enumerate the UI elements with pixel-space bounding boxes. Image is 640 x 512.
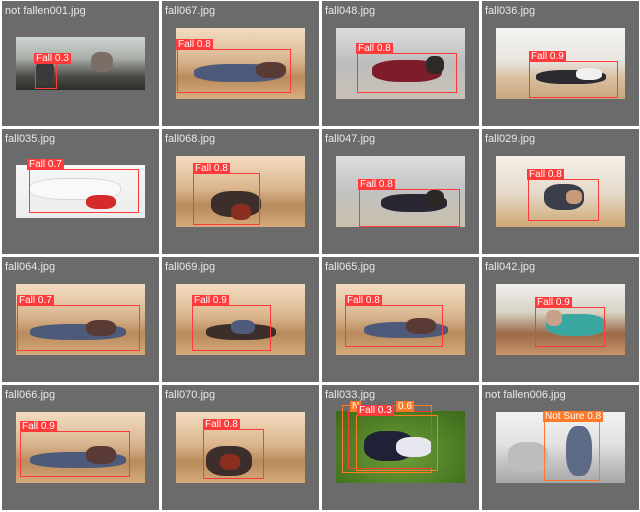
detection-label: 0.6 [396, 401, 414, 412]
detection-label: Fall 0.9 [20, 421, 57, 432]
detection-label: Fall 0.9 [192, 295, 229, 306]
detection-label: Fall 0.9 [529, 51, 566, 62]
file-name: fall065.jpg [325, 261, 376, 273]
image-tile[interactable]: fall048.jpg Fall 0.8 [322, 1, 479, 126]
detection-box [203, 429, 264, 479]
detection-box [529, 61, 618, 98]
file-name: fall064.jpg [5, 261, 56, 273]
detection-box [17, 305, 140, 351]
photo-thumbnail [496, 284, 625, 355]
detection-label: Fall 0.8 [193, 163, 230, 174]
image-tile[interactable]: not fallen001.jpg Fall 0.3 [2, 1, 159, 126]
detection-box [544, 421, 600, 481]
detection-box [535, 307, 605, 347]
file-name: fall042.jpg [485, 261, 536, 273]
photo-thumbnail [496, 156, 625, 227]
detection-box [359, 189, 460, 227]
detection-label: Fall 0.8 [176, 39, 213, 50]
file-name: fall066.jpg [5, 389, 56, 401]
file-name: fall029.jpg [485, 133, 536, 145]
detection-box [177, 49, 291, 93]
file-name: fall068.jpg [165, 133, 216, 145]
detection-label: Not Sure 0.8 [543, 411, 604, 422]
detection-label: Fall 0.9 [535, 297, 572, 308]
file-name: fall035.jpg [5, 133, 56, 145]
detection-label: Fall 0.7 [17, 295, 54, 306]
photo-thumbnail [176, 412, 305, 483]
image-tile[interactable]: fall067.jpg Fall 0.8 [162, 1, 319, 126]
file-name: not fallen006.jpg [485, 389, 566, 401]
image-tile[interactable]: fall068.jpg Fall 0.8 [162, 129, 319, 254]
detection-box [29, 169, 139, 213]
image-tile[interactable]: fall064.jpg Fall 0.7 [2, 257, 159, 382]
file-name: fall070.jpg [165, 389, 216, 401]
image-tile[interactable]: fall069.jpg Fall 0.9 [162, 257, 319, 382]
detection-label: Fall 0.8 [358, 179, 395, 190]
detection-box [345, 305, 443, 347]
detection-label: Fall 0.8 [527, 169, 564, 180]
file-name: fall069.jpg [165, 261, 216, 273]
detection-box [192, 305, 271, 351]
image-tile[interactable]: fall042.jpg Fall 0.9 [482, 257, 639, 382]
detection-box [528, 179, 599, 221]
detection-label: N [350, 401, 362, 412]
image-tile[interactable]: fall065.jpg Fall 0.8 [322, 257, 479, 382]
file-name: fall036.jpg [485, 5, 536, 17]
detection-label: Fall 0.7 [27, 159, 64, 170]
detection-box [356, 415, 438, 471]
detection-label: Fall 0.3 [34, 53, 71, 64]
file-name: fall047.jpg [325, 133, 376, 145]
image-tile[interactable]: fall036.jpg Fall 0.9 [482, 1, 639, 126]
file-name: not fallen001.jpg [5, 5, 86, 17]
detection-label: Fall 0.3 [357, 405, 394, 416]
file-name: fall033.jpg [325, 389, 376, 401]
photo-thumbnail [496, 412, 625, 483]
detection-box [357, 53, 457, 93]
detection-box [193, 173, 260, 225]
detection-box [35, 63, 57, 89]
photo-thumbnail [336, 411, 465, 483]
image-tile[interactable]: fall029.jpg Fall 0.8 [482, 129, 639, 254]
image-tile[interactable]: fall047.jpg Fall 0.8 [322, 129, 479, 254]
photo-thumbnail [336, 156, 465, 227]
photo-thumbnail [496, 28, 625, 99]
detection-label: Fall 0.8 [203, 419, 240, 430]
file-name: fall067.jpg [165, 5, 216, 17]
image-tile[interactable]: fall033.jpg N Fall 0.3 0.6 [322, 385, 479, 510]
file-name: fall048.jpg [325, 5, 376, 17]
detection-label: Fall 0.8 [345, 295, 382, 306]
image-tile[interactable]: not fallen006.jpg Not Sure 0.8 [482, 385, 639, 510]
detection-box [20, 431, 130, 477]
image-tile[interactable]: fall066.jpg Fall 0.9 [2, 385, 159, 510]
detection-label: Fall 0.8 [356, 43, 393, 54]
image-tile[interactable]: fall035.jpg Fall 0.7 [2, 129, 159, 254]
photo-thumbnail [176, 156, 305, 227]
image-tile[interactable]: fall070.jpg Fall 0.8 [162, 385, 319, 510]
photo-thumbnail [16, 412, 145, 483]
photo-thumbnail [16, 165, 145, 218]
